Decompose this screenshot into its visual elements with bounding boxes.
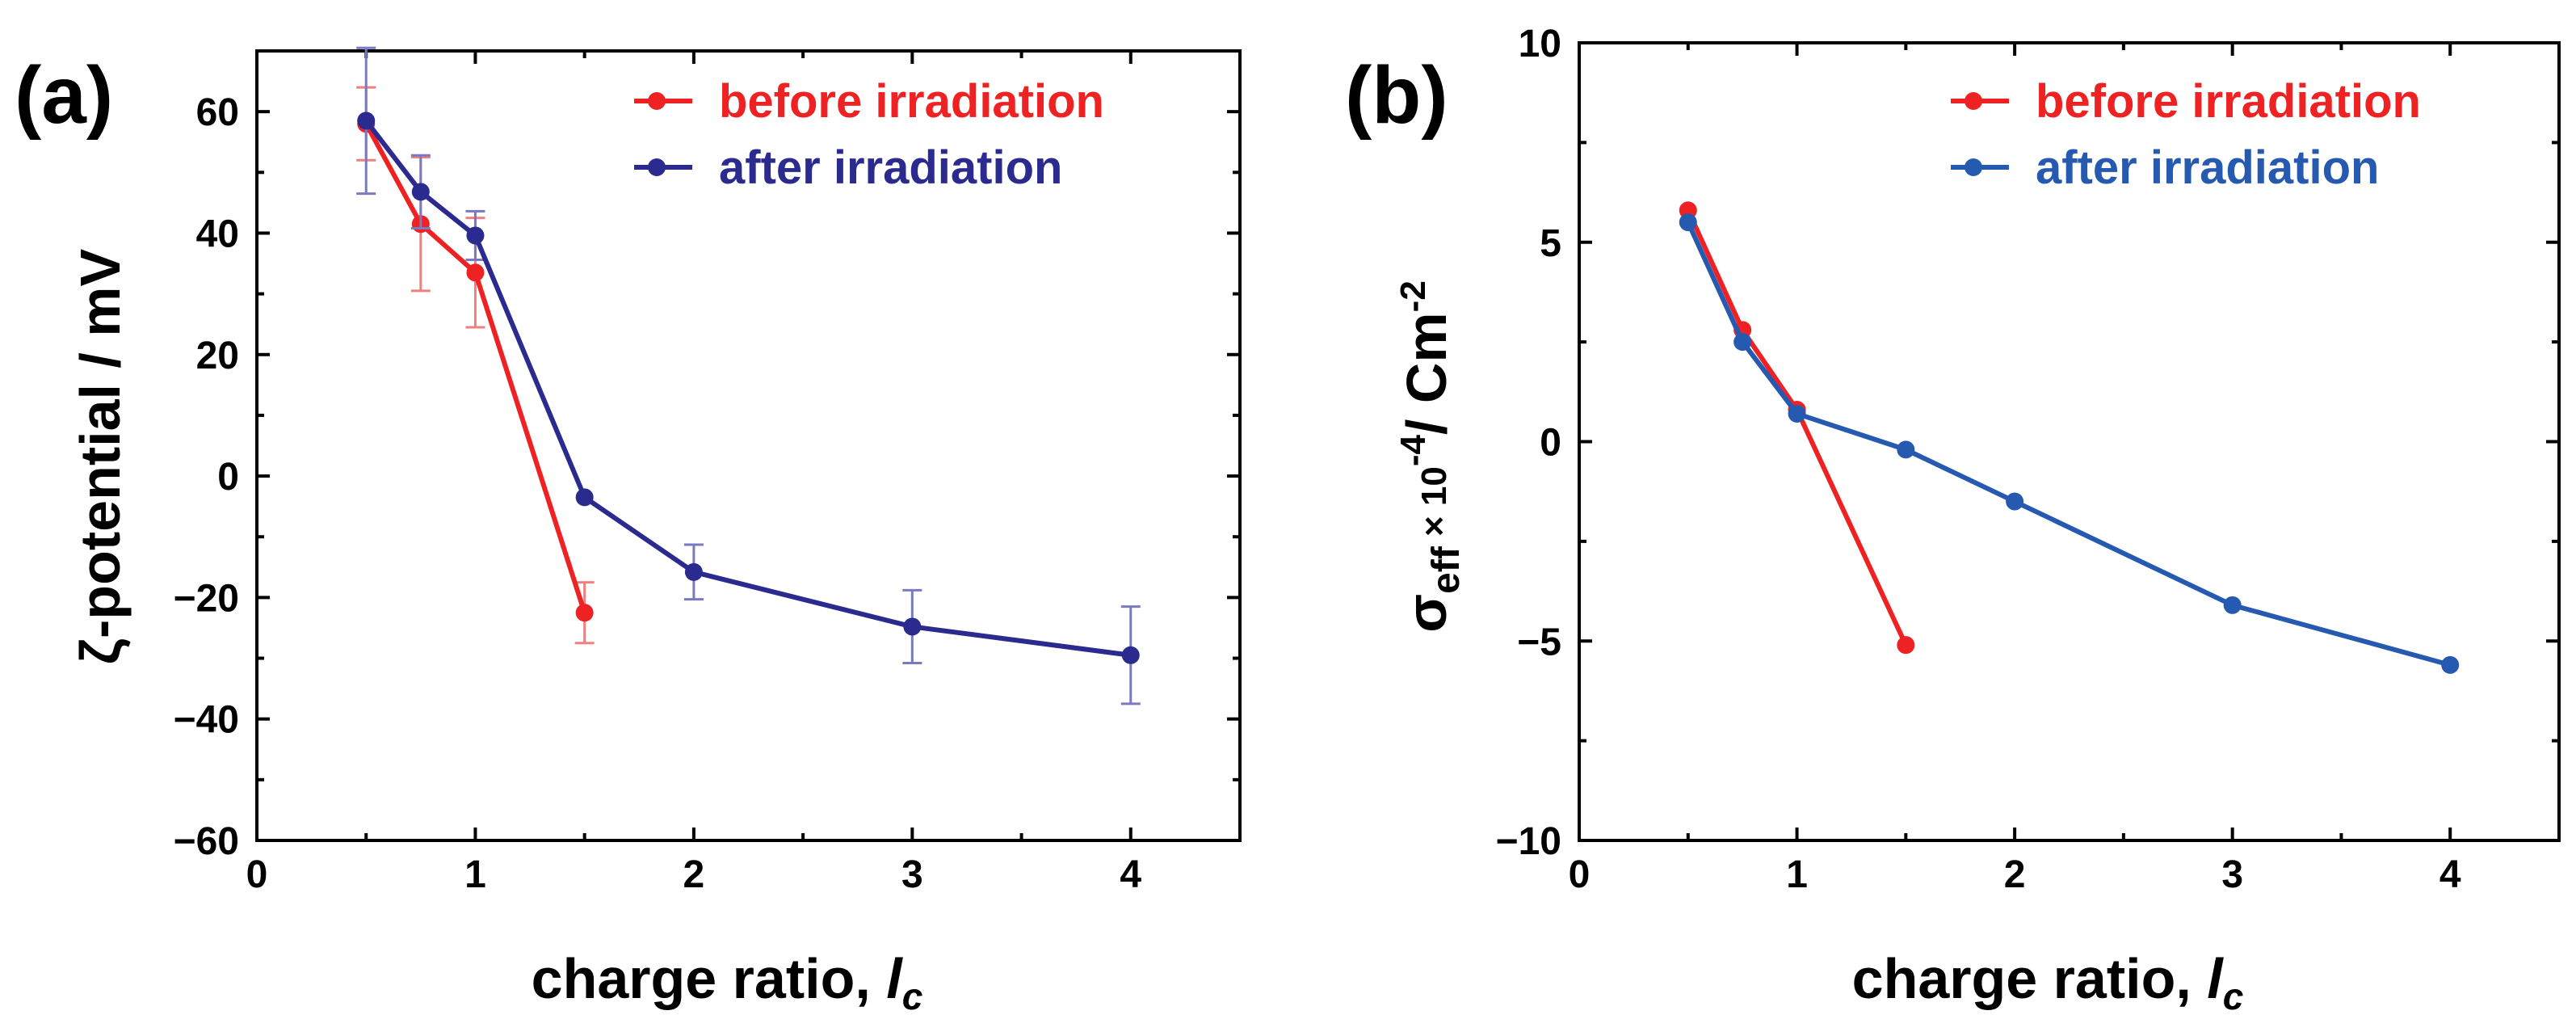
x-tick-label: 0 (1569, 853, 1591, 896)
legend-label: before irradiation (2036, 75, 2421, 128)
panel-a-plot: 0 1 2 3 4 60 40 20 0 −20 −40 −60 (174, 46, 1242, 896)
y-tick-label: 10 (1519, 23, 1561, 65)
data-point (1733, 333, 1752, 352)
series-0 (356, 86, 595, 645)
data-point (1121, 646, 1140, 664)
y-tick-label: −60 (174, 820, 239, 863)
legend-label: before irradiation (719, 75, 1104, 128)
series-0 (1679, 201, 1915, 655)
panel-b-label: (b) (1345, 50, 1448, 141)
panel-b-ylabel-group: σeff × 10-4/ Cm-2 (1393, 280, 1468, 633)
panel-a-x-axis-label: charge ratio, lc (532, 947, 923, 1017)
data-point (1788, 404, 1806, 423)
panel-a-legend: before irradiation after irradiation (634, 75, 1104, 194)
y-tick-label: 0 (1540, 422, 1561, 465)
x-tick-label: 2 (683, 853, 705, 896)
plot-frame (255, 49, 1242, 842)
data-point (2223, 596, 2242, 614)
series-line (1686, 209, 1909, 646)
panel-b-y-axis-label: σeff × 10-4/ Cm-2 (1393, 280, 1468, 633)
y-tick-label: −20 (174, 577, 239, 620)
panel-a-y-axis-label: ζ-potential / mV (69, 248, 132, 664)
x-tick-label: 4 (1120, 853, 1141, 896)
data-point (2006, 492, 2024, 511)
y-tick-label: −40 (174, 699, 239, 742)
panel-b-x-axis-label: charge ratio, lc (1852, 947, 2244, 1017)
panel-a-ylabel-group: ζ-potential / mV (69, 248, 132, 664)
legend-marker (648, 158, 666, 176)
y-tick-label: −10 (1496, 820, 1561, 863)
x-tick-label: 3 (2221, 853, 2243, 896)
data-point (1679, 213, 1697, 232)
data-point (357, 112, 376, 130)
x-tick-label: 1 (464, 853, 486, 896)
data-point (903, 617, 922, 636)
data-point (575, 488, 594, 507)
panel-a: (a) ζ-potential / mV charge ratio, lc 0 1… (15, 46, 1242, 1017)
series-line (363, 122, 587, 614)
y-tick-label: 60 (196, 91, 239, 134)
data-point (466, 263, 485, 282)
y-tick-label: 0 (217, 456, 239, 499)
y-tick-label: −5 (1517, 621, 1561, 663)
panel-b-legend: before irradiation after irradiation (1951, 75, 2421, 194)
legend-marker (648, 92, 666, 110)
series-1 (1679, 213, 2460, 674)
legend-marker (1965, 158, 1982, 176)
data-point (466, 226, 485, 245)
x-tick-label: 1 (1786, 853, 1808, 896)
panel-b: (b) σeff × 10-4/ Cm-2 charge ratio, lc 0… (1345, 23, 2561, 1017)
panel-b-plot: 0 1 2 3 4 10 5 0 −5 −10 (1496, 23, 2561, 896)
y-tick-label: 5 (1540, 222, 1561, 265)
data-point (2441, 655, 2460, 674)
data-point (1897, 636, 1915, 655)
panel-a-label: (a) (15, 50, 113, 141)
legend-label: after irradiation (719, 141, 1062, 194)
x-tick-label: 2 (2004, 853, 2026, 896)
data-point (575, 604, 594, 622)
y-tick-label: 40 (196, 213, 239, 255)
series-1 (356, 46, 1141, 705)
data-point (1897, 440, 1915, 459)
series-line (1686, 221, 2452, 668)
legend-label: after irradiation (2036, 141, 2379, 194)
x-tick-label: 4 (2439, 853, 2461, 896)
data-point (411, 183, 430, 201)
data-point (684, 562, 703, 581)
x-tick-label: 3 (901, 853, 923, 896)
legend-marker (1965, 92, 1982, 110)
series-line (363, 119, 1132, 658)
x-tick-label: 0 (246, 853, 268, 896)
y-tick-label: 20 (196, 335, 239, 377)
